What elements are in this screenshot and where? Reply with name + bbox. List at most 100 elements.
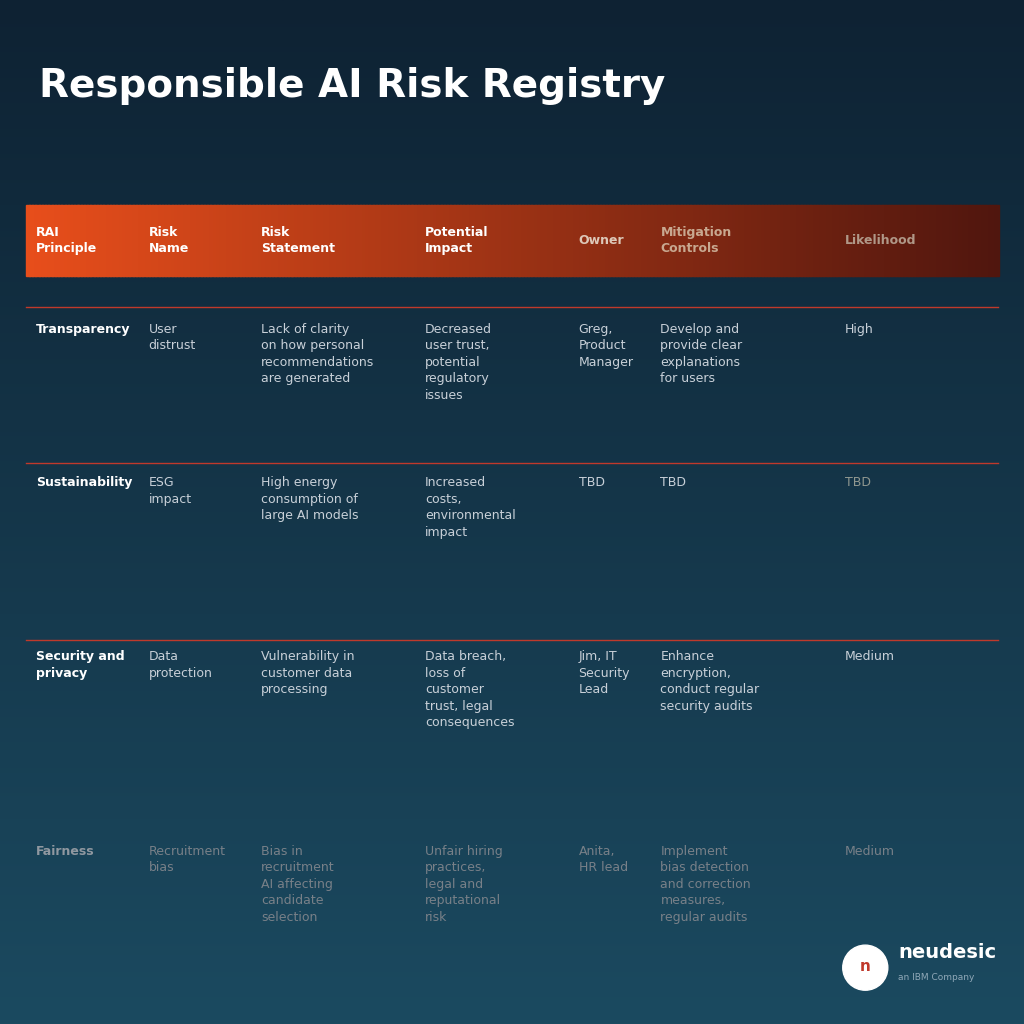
Bar (473, 205, 477, 276)
Bar (75, 205, 79, 276)
Text: Mitigation
Controls: Mitigation Controls (660, 226, 732, 255)
Bar (778, 205, 782, 276)
Bar (334, 205, 338, 276)
Bar (285, 205, 290, 276)
Bar (207, 205, 211, 276)
Bar (26, 205, 30, 276)
Text: Develop and
provide clear
explanations
for users: Develop and provide clear explanations f… (660, 323, 742, 385)
Bar (635, 205, 639, 276)
Text: Data breach,
loss of
customer
trust, legal
consequences: Data breach, loss of customer trust, leg… (425, 650, 514, 729)
Bar (148, 205, 154, 276)
Bar (969, 205, 974, 276)
Bar (976, 205, 980, 276)
Bar (567, 205, 571, 276)
Text: Anita,
HR lead: Anita, HR lead (579, 845, 628, 874)
Bar (762, 205, 766, 276)
Bar (849, 205, 853, 276)
Bar (123, 205, 127, 276)
Bar (768, 205, 772, 276)
Bar (752, 205, 756, 276)
Bar (415, 205, 419, 276)
Bar (651, 205, 655, 276)
Bar (548, 205, 552, 276)
Bar (771, 205, 776, 276)
Bar (988, 205, 993, 276)
Text: Likelihood: Likelihood (845, 234, 916, 247)
Bar (214, 205, 218, 276)
Bar (959, 205, 964, 276)
Bar (658, 205, 663, 276)
Bar (340, 205, 344, 276)
Bar (973, 205, 977, 276)
Bar (837, 205, 841, 276)
Bar (324, 205, 328, 276)
Bar (817, 205, 821, 276)
Bar (515, 205, 519, 276)
Bar (71, 205, 76, 276)
Bar (168, 205, 172, 276)
Bar (389, 205, 393, 276)
Bar (924, 205, 928, 276)
Bar (392, 205, 396, 276)
Bar (139, 205, 143, 276)
Bar (603, 205, 607, 276)
Bar (506, 205, 510, 276)
Bar (440, 205, 444, 276)
Bar (204, 205, 208, 276)
Bar (577, 205, 582, 276)
Bar (113, 205, 118, 276)
Text: User
distrust: User distrust (148, 323, 196, 352)
Bar (268, 205, 273, 276)
Bar (178, 205, 182, 276)
Bar (687, 205, 691, 276)
Bar (859, 205, 863, 276)
Bar (272, 205, 276, 276)
Bar (467, 205, 471, 276)
Bar (557, 205, 561, 276)
Bar (512, 205, 516, 276)
Bar (184, 205, 188, 276)
Bar (133, 205, 137, 276)
Bar (852, 205, 857, 276)
Bar (612, 205, 616, 276)
Bar (665, 205, 669, 276)
Bar (834, 205, 838, 276)
Bar (486, 205, 490, 276)
Bar (956, 205, 961, 276)
Bar (181, 205, 185, 276)
Bar (431, 205, 435, 276)
Text: Data
protection: Data protection (148, 650, 212, 680)
Bar (982, 205, 986, 276)
Text: TBD: TBD (660, 476, 686, 489)
Bar (460, 205, 465, 276)
Text: Sustainability: Sustainability (36, 476, 132, 489)
Bar (807, 205, 811, 276)
Bar (846, 205, 850, 276)
Bar (570, 205, 574, 276)
Bar (509, 205, 513, 276)
Bar (784, 205, 788, 276)
Text: Owner: Owner (579, 234, 625, 247)
Bar (531, 205, 536, 276)
Bar (292, 205, 296, 276)
Bar (798, 205, 802, 276)
Bar (220, 205, 224, 276)
Bar (499, 205, 504, 276)
Bar (51, 205, 55, 276)
Bar (39, 205, 43, 276)
Bar (97, 205, 101, 276)
Bar (710, 205, 714, 276)
Bar (787, 205, 792, 276)
Bar (943, 205, 947, 276)
Bar (237, 205, 241, 276)
Bar (876, 205, 880, 276)
Bar (398, 205, 402, 276)
Bar (596, 205, 600, 276)
Bar (953, 205, 957, 276)
Bar (678, 205, 682, 276)
Bar (198, 205, 202, 276)
Bar (256, 205, 260, 276)
Bar (868, 205, 872, 276)
Bar (742, 205, 746, 276)
Bar (282, 205, 286, 276)
